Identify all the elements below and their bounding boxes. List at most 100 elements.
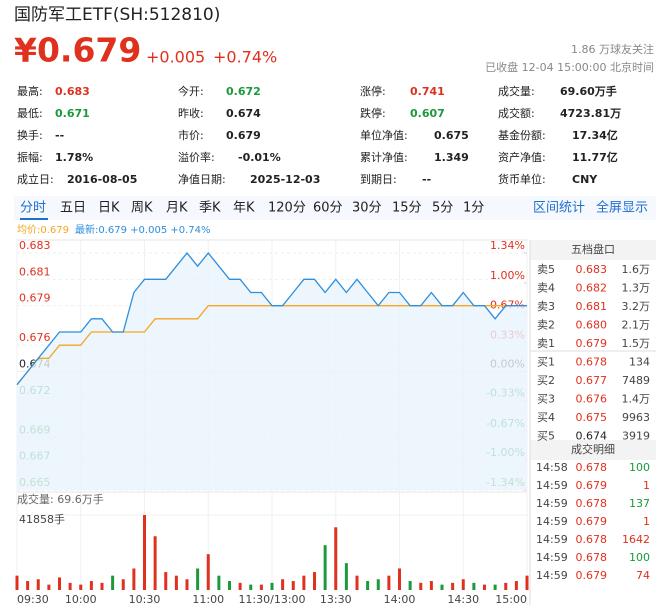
book-volume: 134 bbox=[629, 356, 650, 369]
tab[interactable]: 季K bbox=[199, 201, 221, 216]
right-tab[interactable]: 全屏显示 bbox=[596, 200, 648, 216]
tab[interactable]: 日K bbox=[98, 201, 120, 216]
stat-value: -- bbox=[422, 173, 431, 186]
change-pct: +0.74% bbox=[213, 48, 277, 67]
tab[interactable]: 60分 bbox=[313, 201, 343, 216]
book-volume: 1.4万 bbox=[622, 393, 651, 406]
volume-bar bbox=[100, 582, 104, 590]
stat-label: 累计净值: bbox=[360, 150, 408, 164]
volume-bar bbox=[387, 575, 391, 590]
volume-bar bbox=[419, 582, 423, 590]
volume-bar bbox=[313, 572, 316, 590]
volume-bar bbox=[344, 563, 348, 590]
stat-label: 单位净值: bbox=[360, 128, 408, 142]
book-volume: 3.2万 bbox=[622, 300, 651, 313]
tab[interactable]: 30分 bbox=[352, 201, 382, 216]
tab[interactable]: 5分 bbox=[432, 201, 453, 216]
book-price: 0.674 bbox=[576, 430, 608, 443]
stat-label: 今开: bbox=[178, 84, 204, 98]
book-side: 卖2 bbox=[537, 319, 555, 332]
x-tick-label: 11:00 bbox=[192, 593, 224, 606]
tab[interactable]: 1分 bbox=[463, 201, 484, 216]
y-tick-label: 0.679 bbox=[19, 292, 51, 305]
tab[interactable]: 15分 bbox=[392, 201, 422, 216]
trade-price: 0.678 bbox=[576, 461, 608, 474]
volume-bar bbox=[249, 584, 253, 590]
stat-label: 溢价率: bbox=[178, 150, 215, 164]
followers[interactable]: 1.86 万球友关注 bbox=[571, 42, 654, 56]
trade-volume: 74 bbox=[636, 569, 650, 582]
right-tab[interactable]: 区间统计 bbox=[533, 201, 585, 216]
volume-bar bbox=[366, 581, 370, 590]
stat-value: 1.78% bbox=[55, 151, 93, 164]
tab[interactable]: 五日 bbox=[60, 201, 86, 216]
legend-entry: 最新:0.679 +0.005 +0.74% bbox=[75, 223, 211, 236]
book-volume: 9963 bbox=[622, 411, 650, 424]
volume-bar bbox=[143, 515, 146, 590]
volume-bar bbox=[493, 584, 497, 590]
volume-bar bbox=[132, 568, 136, 590]
volume-bar bbox=[185, 579, 189, 590]
y-tick-label: 0.676 bbox=[19, 331, 51, 344]
tab[interactable]: 周K bbox=[131, 201, 153, 216]
volume-bar bbox=[206, 554, 210, 590]
tab[interactable]: 120分 bbox=[268, 201, 306, 216]
trade-time: 14:59 bbox=[536, 551, 568, 564]
volume-bar bbox=[504, 582, 508, 590]
x-tick-label: 14:30 bbox=[447, 593, 479, 606]
tab[interactable]: 分时 bbox=[20, 201, 46, 216]
volume-bar bbox=[153, 536, 157, 590]
book-volume: 2.1万 bbox=[622, 319, 651, 332]
book-price: 0.678 bbox=[576, 356, 608, 369]
trades-title: 成交明细 bbox=[571, 442, 615, 456]
volume-bar bbox=[429, 581, 433, 590]
book-price: 0.680 bbox=[576, 319, 608, 332]
trade-price: 0.679 bbox=[576, 515, 608, 528]
stat-value: -0.01% bbox=[238, 151, 281, 164]
trade-time: 14:59 bbox=[536, 497, 568, 510]
stat-value: 11.77亿 bbox=[572, 150, 618, 164]
book-title: 五档盘口 bbox=[571, 242, 615, 256]
book-price: 0.675 bbox=[576, 411, 608, 424]
volume-bar bbox=[174, 575, 178, 590]
volume-bar bbox=[355, 575, 359, 590]
stat-value: 0.741 bbox=[410, 85, 445, 98]
stat-value: 17.34亿 bbox=[572, 128, 618, 142]
stat-label: 最低: bbox=[17, 107, 43, 120]
y-tick-label: 0.683 bbox=[19, 239, 51, 252]
x-tick-label: 15:00 bbox=[495, 593, 527, 606]
trade-volume: 1 bbox=[643, 479, 650, 492]
stat-value: 69.60万手 bbox=[560, 84, 617, 98]
stat-label: 成交额: bbox=[498, 106, 535, 120]
volume-bar bbox=[525, 575, 529, 590]
book-side: 卖5 bbox=[537, 263, 555, 276]
trade-volume: 1 bbox=[643, 515, 650, 528]
book-price: 0.677 bbox=[576, 374, 608, 387]
book-volume: 1.3万 bbox=[622, 282, 651, 295]
volume-bar bbox=[302, 575, 306, 590]
trade-time: 14:58 bbox=[536, 461, 568, 474]
book-side: 卖3 bbox=[537, 300, 555, 313]
book-price: 0.682 bbox=[576, 282, 608, 295]
stat-label: 成立日: bbox=[17, 172, 54, 186]
stat-value: 0.675 bbox=[434, 129, 469, 142]
volume-bar bbox=[376, 579, 380, 590]
trade-volume: 100 bbox=[629, 551, 650, 564]
book-price: 0.681 bbox=[576, 300, 608, 313]
tab[interactable]: 月K bbox=[166, 201, 188, 216]
book-side: 买3 bbox=[537, 393, 555, 406]
tab[interactable]: 年K bbox=[233, 201, 255, 216]
trades-header-bg bbox=[530, 440, 656, 460]
volume-bar bbox=[281, 579, 285, 590]
stat-label: 到期日: bbox=[360, 173, 397, 186]
volume-bar bbox=[323, 545, 327, 590]
volume-bar bbox=[36, 579, 40, 590]
volume-title: 成交量: 69.6万手 bbox=[17, 492, 104, 506]
volume-bar bbox=[89, 581, 93, 590]
stat-value: 0.683 bbox=[55, 85, 90, 98]
stat-value: 1.349 bbox=[434, 151, 469, 164]
trade-price: 0.679 bbox=[576, 479, 608, 492]
stat-label: 净值日期: bbox=[178, 172, 226, 186]
